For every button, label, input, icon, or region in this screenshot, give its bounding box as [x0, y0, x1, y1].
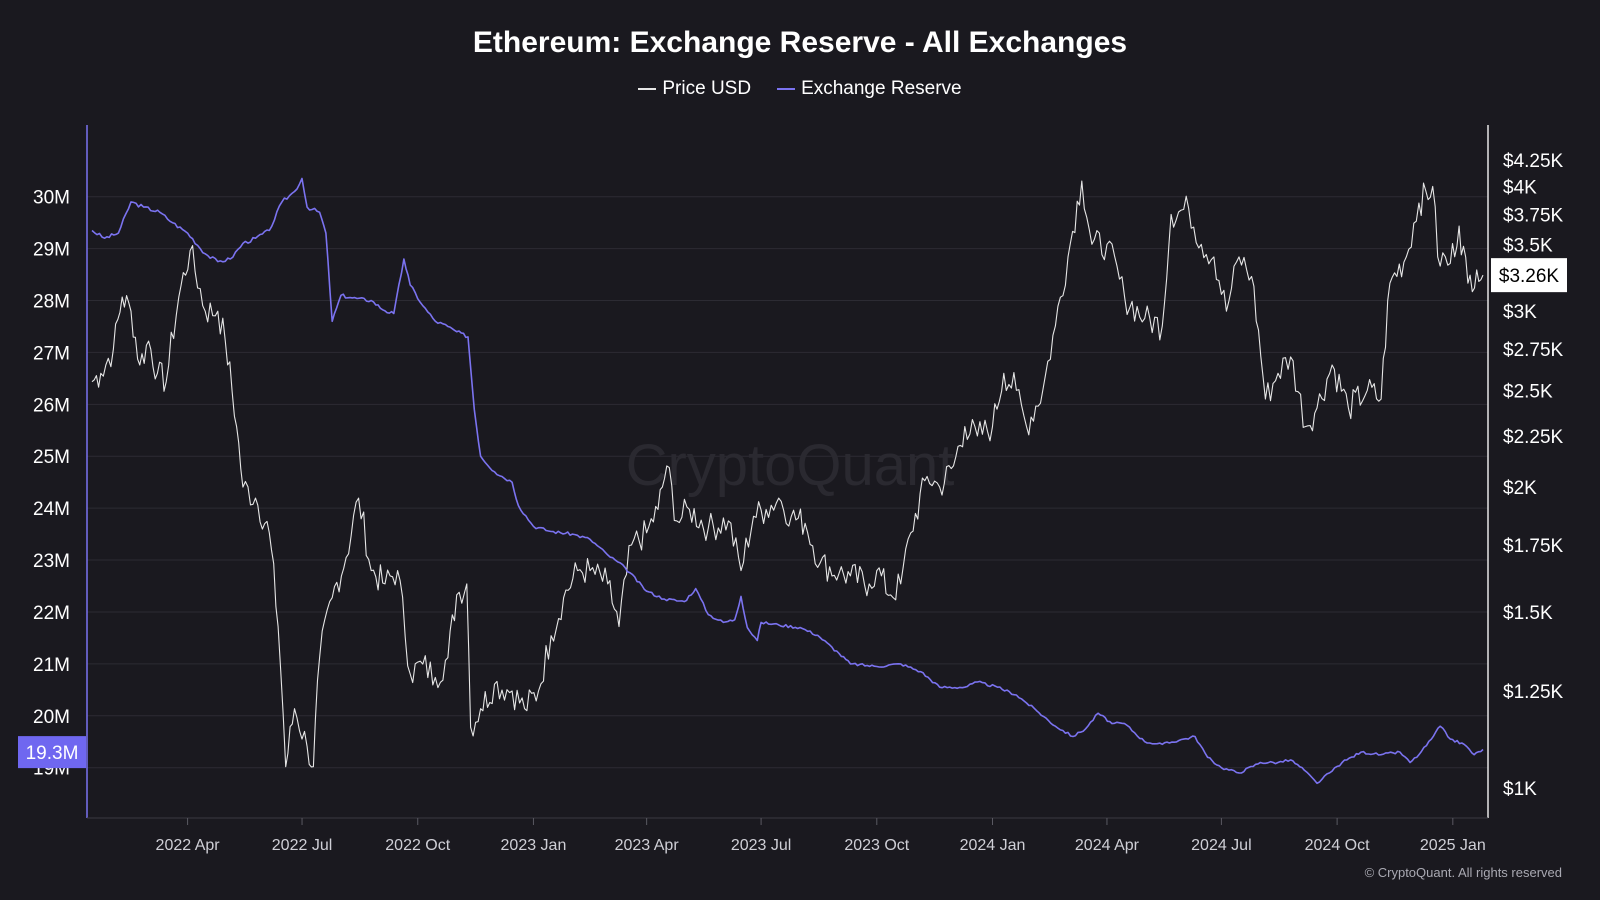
x-tick-label: 2024 Jan: [960, 837, 1026, 854]
left-tick-label: 23M: [33, 551, 70, 572]
left-current-value-label: 19.3M: [26, 743, 79, 764]
x-axis: 2022 Apr 2022 Jul 2022 Oct 2023 Jan 2023 Apr…: [87, 817, 1488, 854]
right-tick-label: $1.75K: [1503, 536, 1564, 557]
right-tick-label: $4K: [1503, 177, 1537, 198]
legend-label-price: Price USD: [662, 78, 752, 99]
right-current-value-label: $3.26K: [1499, 266, 1560, 287]
watermark: CryptoQuant: [626, 433, 955, 498]
series-line-exchange-reserve[interactable]: [91, 177, 1484, 785]
x-tick-label: 2024 Jul: [1191, 837, 1252, 854]
right-tick-label: $4.25K: [1503, 151, 1564, 172]
x-tick-label: 2023 Jul: [731, 837, 792, 854]
left-tick-label: 26M: [33, 395, 70, 416]
right-tick-label: $2.25K: [1503, 427, 1564, 448]
left-tick-label: 28M: [33, 292, 70, 313]
left-tick-label: 29M: [33, 240, 70, 261]
copyright-footer: © CryptoQuant. All rights reserved: [1364, 865, 1562, 880]
left-current-value-badge: [18, 736, 86, 769]
x-tick-label: 2023 Apr: [615, 837, 680, 854]
right-tick-label: $2.5K: [1503, 381, 1553, 402]
right-tick-label: $2K: [1503, 478, 1537, 499]
right-tick-label: $3.75K: [1503, 205, 1564, 226]
legend-item-reserve[interactable]: Exchange Reserve: [777, 78, 962, 100]
x-tick-label: 2023 Oct: [844, 837, 909, 854]
right-tick-label: $2.75K: [1503, 340, 1564, 361]
legend: Price USD Exchange Reserve: [0, 78, 1600, 100]
left-tick-label: 21M: [33, 655, 70, 676]
x-tick-label: 2022 Oct: [385, 837, 450, 854]
legend-item-price[interactable]: Price USD: [638, 78, 751, 100]
x-tick-label: 2024 Apr: [1075, 837, 1140, 854]
series-layer: [91, 177, 1484, 785]
legend-swatch-price: [638, 88, 657, 90]
left-tick-label: 25M: [33, 447, 70, 468]
left-tick-label: 30M: [33, 188, 70, 209]
right-tick-label: $1.25K: [1503, 682, 1564, 703]
series-line-price-usd[interactable]: [91, 180, 1484, 768]
right-tick-label: $1.5K: [1503, 603, 1553, 624]
left-tick-label: 20M: [33, 707, 70, 728]
x-tick-label: 2023 Jan: [501, 837, 567, 854]
x-tick-label: 2022 Jul: [272, 837, 333, 854]
right-current-value-badge: [1491, 258, 1567, 293]
legend-swatch-reserve: [777, 88, 796, 90]
left-tick-label: 24M: [33, 499, 70, 520]
right-tick-label: $3K: [1503, 302, 1537, 323]
chart-title: Ethereum: Exchange Reserve - All Exchang…: [472, 26, 1128, 59]
right-tick-label: $1K: [1503, 779, 1537, 800]
right-tick-label: $3.5K: [1503, 235, 1553, 256]
left-tick-label: 27M: [33, 343, 70, 364]
right-axis: $1K $1.25K $1.5K $1.75K $2K $2.25K $2.5K $2.75K…: [1487, 125, 1564, 818]
value-badges: 19.3M $3.26K: [18, 258, 1567, 769]
left-tick-label: 22M: [33, 603, 70, 624]
x-tick-label: 2022 Apr: [156, 837, 221, 854]
legend-label-reserve: Exchange Reserve: [801, 78, 962, 99]
x-tick-label: 2025 Jan: [1420, 837, 1486, 854]
grid-lines: [87, 196, 1488, 769]
x-tick-label: 2024 Oct: [1305, 837, 1370, 854]
